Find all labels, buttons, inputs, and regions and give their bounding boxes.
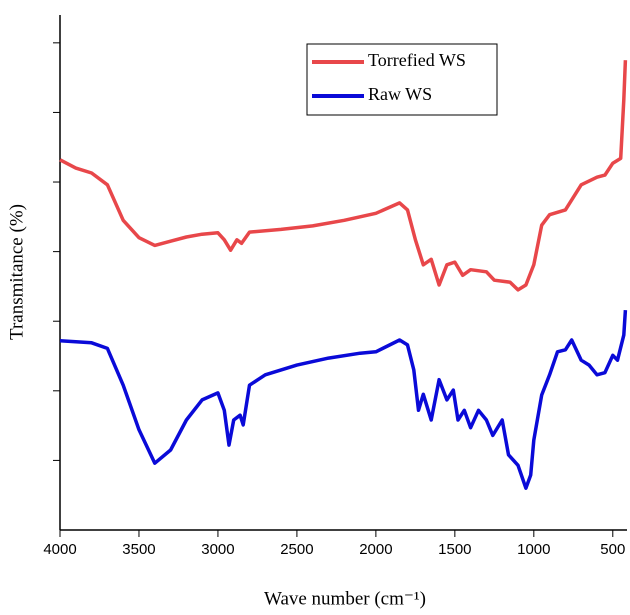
x-tick-label: 4000 [43, 541, 76, 558]
legend-box [306, 43, 498, 116]
x-tick-label: 1500 [438, 541, 471, 558]
x-tick-label: 500 [600, 541, 625, 558]
x-tick-label: 2500 [280, 541, 313, 558]
x-tick-label: 1000 [517, 541, 550, 558]
x-tick-label: 3500 [122, 541, 155, 558]
x-axis-label: Wave number (cm⁻¹) [264, 588, 426, 609]
x-tick-label: 2000 [359, 541, 392, 558]
y-axis-label: Transmitance (%) [6, 204, 27, 340]
legend-label: Raw WS [368, 84, 432, 104]
series-line [59, 309, 628, 490]
series-line [59, 60, 628, 292]
x-tick-label: 3000 [201, 541, 234, 558]
legend-label: Torrefied WS [368, 50, 466, 70]
